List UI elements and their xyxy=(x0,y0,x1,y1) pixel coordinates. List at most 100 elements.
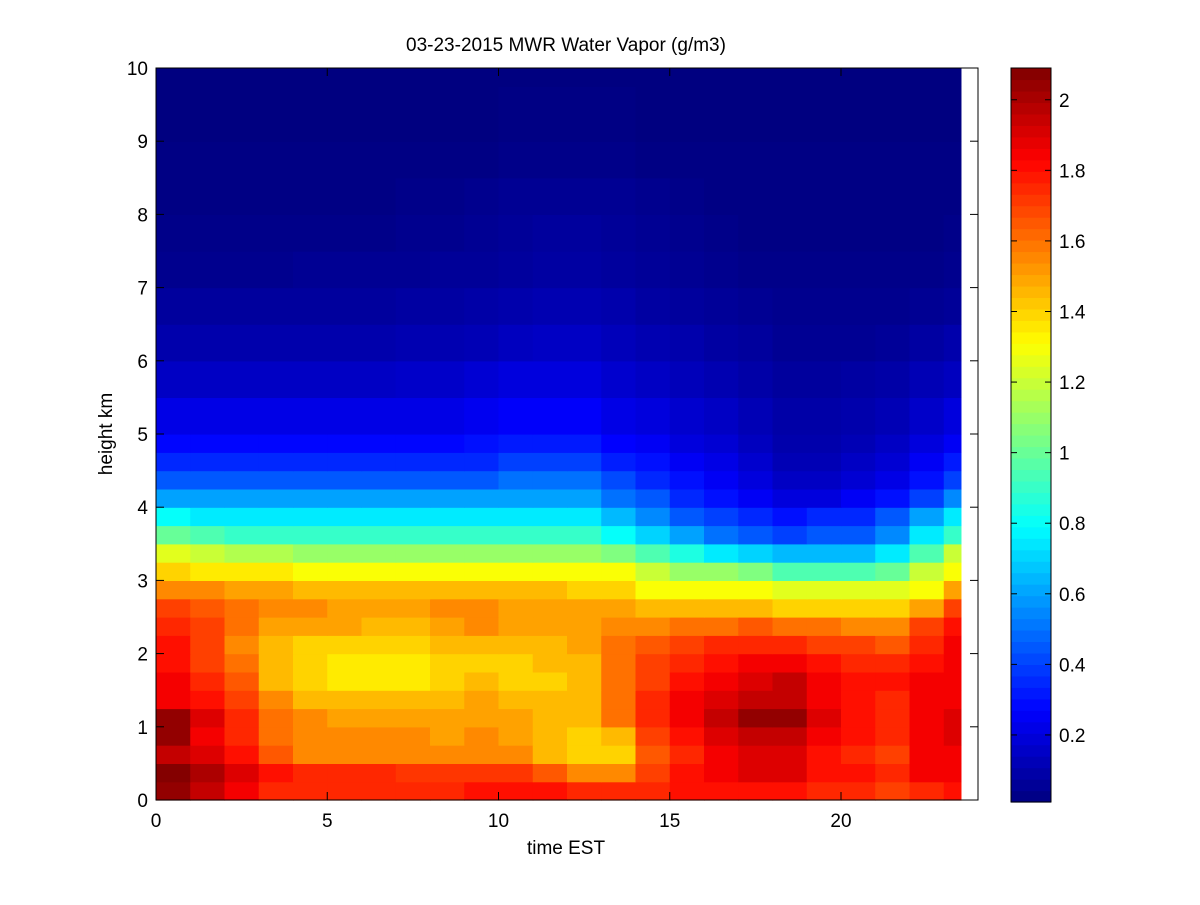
heatmap-cell xyxy=(224,324,260,362)
heatmap-cell xyxy=(327,214,363,252)
heatmap-cell xyxy=(361,397,397,435)
heatmap-cell xyxy=(395,507,431,527)
heatmap-cell xyxy=(498,507,534,527)
heatmap-cell xyxy=(669,543,705,563)
heatmap-cell xyxy=(532,470,568,490)
heatmap-cell xyxy=(943,745,962,764)
heatmap-cell xyxy=(772,580,808,600)
colorbar-strip xyxy=(1011,194,1051,207)
colorbar-strip xyxy=(1011,469,1051,482)
heatmap-cell xyxy=(464,507,500,527)
heatmap-cell xyxy=(704,251,739,289)
heatmap-cells xyxy=(156,68,962,801)
heatmap-cell xyxy=(293,726,328,746)
heatmap-cell xyxy=(224,177,260,215)
heatmap-cell xyxy=(875,397,911,435)
heatmap-cell xyxy=(327,287,363,325)
heatmap-cell xyxy=(841,726,876,746)
heatmap-cell xyxy=(875,690,911,710)
colorbar-strip xyxy=(1011,629,1051,643)
heatmap-cell xyxy=(327,781,363,801)
colorbar-strip xyxy=(1011,607,1051,620)
heatmap-cell xyxy=(806,68,842,87)
heatmap-cell xyxy=(327,177,363,215)
heatmap-cell xyxy=(464,287,500,325)
heatmap-cell xyxy=(943,617,962,636)
heatmap-cell xyxy=(738,781,774,801)
heatmap-cell xyxy=(464,434,500,453)
heatmap-cell xyxy=(875,635,911,655)
y-tick-label: 2 xyxy=(137,645,148,666)
heatmap-cell xyxy=(601,580,637,600)
heatmap-cell xyxy=(704,86,739,142)
heatmap-cell xyxy=(704,726,739,746)
heatmap-cell xyxy=(635,671,671,691)
heatmap-cell xyxy=(190,617,226,636)
heatmap-cell xyxy=(190,452,226,472)
heatmap-cell xyxy=(772,635,808,655)
colorbar-tick-label: 1.4 xyxy=(1059,302,1086,323)
heatmap-cell xyxy=(738,434,774,453)
heatmap-cell xyxy=(841,287,876,325)
heatmap-cell xyxy=(738,488,774,508)
heatmap-cell xyxy=(738,397,774,435)
heatmap-cell xyxy=(567,745,602,764)
heatmap-cell xyxy=(430,525,465,545)
colorbar-gradient xyxy=(1011,68,1051,803)
heatmap-cell xyxy=(601,708,637,728)
heatmap-cell xyxy=(669,745,705,764)
heatmap-cell xyxy=(738,214,774,252)
colorbar-strip xyxy=(1011,68,1051,81)
heatmap-cell xyxy=(156,251,191,289)
colorbar-tick-label: 0.2 xyxy=(1059,726,1085,747)
colorbar-tick-label: 1.8 xyxy=(1059,161,1085,182)
heatmap-cell xyxy=(875,177,911,215)
heatmap-cell xyxy=(635,525,671,545)
chart-title: 03-23-2015 MWR Water Vapor (g/m3) xyxy=(406,35,726,56)
heatmap-cell xyxy=(601,763,637,783)
heatmap-cell xyxy=(293,708,328,728)
heatmap-cell xyxy=(943,690,962,710)
heatmap-cell xyxy=(669,635,705,655)
heatmap-cell xyxy=(224,397,260,435)
heatmap-cell xyxy=(772,671,808,691)
heatmap-cell xyxy=(258,287,294,325)
heatmap-cell xyxy=(669,507,705,527)
heatmap-cell xyxy=(635,397,671,435)
heatmap-cell xyxy=(841,452,876,472)
heatmap-cell xyxy=(498,635,534,655)
heatmap-cell xyxy=(772,397,808,435)
heatmap-cell xyxy=(841,781,876,801)
heatmap-cell xyxy=(327,562,363,581)
heatmap-cell xyxy=(395,214,431,252)
heatmap-cell xyxy=(669,488,705,508)
heatmap-cell xyxy=(601,690,637,710)
heatmap-cell xyxy=(875,86,911,142)
heatmap-cell xyxy=(430,251,465,289)
heatmap-cell xyxy=(841,434,876,453)
heatmap-cell xyxy=(395,360,431,398)
heatmap-cell xyxy=(841,580,876,600)
heatmap-cell xyxy=(567,763,602,783)
heatmap-cell xyxy=(464,690,500,710)
heatmap-cell xyxy=(395,324,431,362)
heatmap-cell xyxy=(327,141,363,179)
heatmap-cell xyxy=(669,287,705,325)
heatmap-cell xyxy=(361,324,397,362)
colorbar-strip xyxy=(1011,664,1051,677)
heatmap-cell xyxy=(156,653,191,673)
heatmap-cell xyxy=(258,543,294,563)
heatmap-cell xyxy=(567,324,602,362)
heatmap-cell xyxy=(875,324,911,362)
heatmap-cell xyxy=(464,177,500,215)
heatmap-cell xyxy=(224,434,260,453)
colorbar-strip xyxy=(1011,480,1051,493)
x-tick-label: 5 xyxy=(322,811,333,832)
heatmap-cell xyxy=(772,177,808,215)
heatmap-cell xyxy=(772,543,808,563)
heatmap-cell xyxy=(669,562,705,581)
heatmap-cell xyxy=(943,488,962,508)
heatmap-cell xyxy=(430,214,465,252)
colorbar-strip xyxy=(1011,710,1051,723)
heatmap-cell xyxy=(430,598,465,618)
